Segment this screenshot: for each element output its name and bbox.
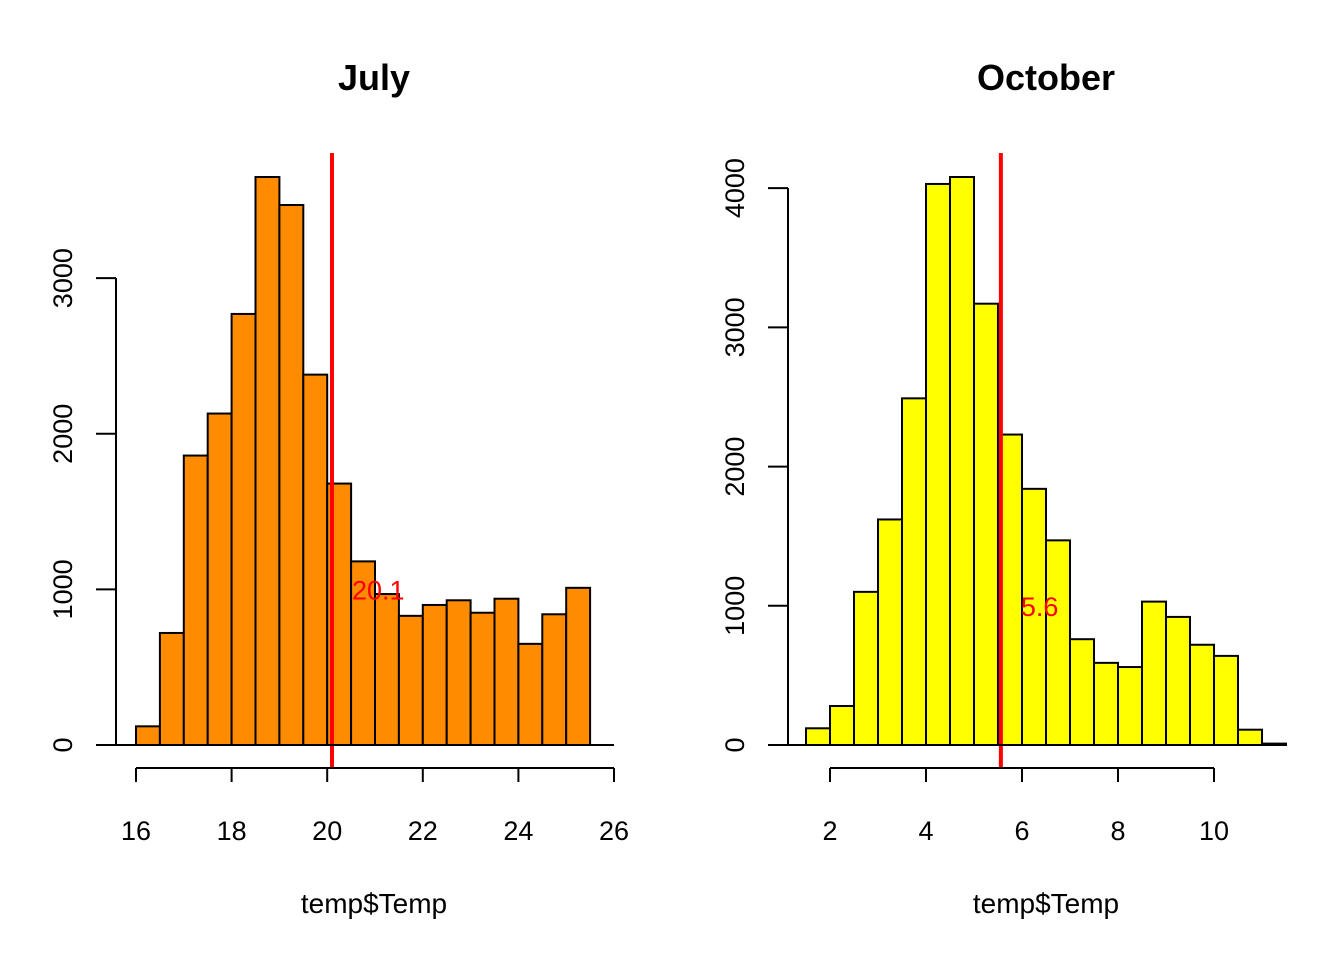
histogram-bar [1069, 638, 1095, 747]
histogram-bar [230, 312, 257, 746]
histogram-bar [445, 599, 472, 747]
y-tick-label: 3000 [48, 248, 78, 308]
x-tick-label: 10 [1199, 816, 1229, 846]
histogram-bar [565, 586, 592, 747]
x-tick-label: 16 [121, 816, 151, 846]
histogram-bar [1141, 600, 1167, 746]
y-axis: 0 1000 2000 3000 4000 [720, 158, 1286, 753]
vline-group: 5.6 [998, 153, 1059, 768]
x-tick-label: 22 [408, 816, 438, 846]
histogram-bar [541, 613, 568, 747]
histogram-bar [517, 642, 544, 746]
histogram-bar [925, 182, 951, 746]
reference-line-label: 20.1 [352, 575, 405, 605]
x-tick-label: 26 [599, 816, 629, 846]
histogram-bar [1213, 654, 1239, 747]
x-tick-label: 4 [918, 816, 933, 846]
histogram-bar [1093, 661, 1119, 746]
y-tick-label: 1000 [48, 559, 78, 619]
chart-title: October [977, 57, 1115, 98]
y-axis: 0 1000 2000 3000 [48, 248, 614, 753]
chart-panel-october: October 5.6 2 4 6 8 10 0 1000 2000 3000 4000 tem… [720, 57, 1287, 919]
histogram-bar [1117, 666, 1143, 746]
histogram-bar [135, 725, 161, 747]
x-axis-label: temp$Temp [301, 888, 447, 919]
histogram-bar [493, 597, 520, 746]
histogram-bar [973, 302, 999, 746]
x-tick-label: 24 [503, 816, 533, 846]
histogram-bar [182, 454, 209, 746]
histogram-bar [829, 705, 855, 747]
histogram-bar [374, 593, 400, 746]
y-tick-label: 4000 [720, 158, 750, 218]
y-tick-label: 2000 [720, 437, 750, 497]
histogram-bar [1189, 643, 1215, 747]
x-axis-label: temp$Temp [973, 888, 1119, 919]
y-tick-label: 1000 [720, 576, 750, 636]
histogram-bar [901, 397, 927, 746]
histogram-bar [254, 176, 281, 746]
chart-title: July [338, 57, 410, 98]
histogram-bar [421, 603, 448, 747]
histogram-bar [206, 412, 233, 746]
histogram-bar [158, 631, 185, 747]
chart-panel-july: July 20.1 16 18 20 22 24 26 0 1000 2000 3000 tem… [48, 57, 629, 919]
histogram-bar [1165, 615, 1191, 746]
x-axis: 16 18 20 22 24 26 [121, 767, 629, 846]
x-tick-label: 20 [312, 816, 342, 846]
histogram-bar [805, 727, 831, 746]
y-tick-label: 2000 [48, 404, 78, 464]
x-tick-label: 18 [217, 816, 247, 846]
histogram-bar [469, 611, 496, 746]
histogram-bar [853, 590, 879, 746]
histogram-bar [949, 176, 975, 746]
y-tick-label: 3000 [720, 297, 750, 357]
histogram-bar [877, 518, 903, 746]
x-tick-label: 6 [1014, 816, 1029, 846]
reference-line-label: 5.6 [1021, 592, 1059, 622]
x-tick-label: 2 [822, 816, 837, 846]
x-tick-label: 8 [1110, 816, 1125, 846]
histogram-bar [1237, 728, 1263, 747]
histogram-bar [397, 614, 424, 747]
y-tick-label: 0 [720, 737, 750, 752]
vline-group: 20.1 [329, 153, 405, 768]
y-tick-label: 0 [48, 737, 78, 752]
x-axis: 2 4 6 8 10 [822, 767, 1229, 846]
histogram-bar [1045, 539, 1071, 746]
histogram-bar [278, 204, 305, 746]
histogram-bar [302, 373, 329, 746]
